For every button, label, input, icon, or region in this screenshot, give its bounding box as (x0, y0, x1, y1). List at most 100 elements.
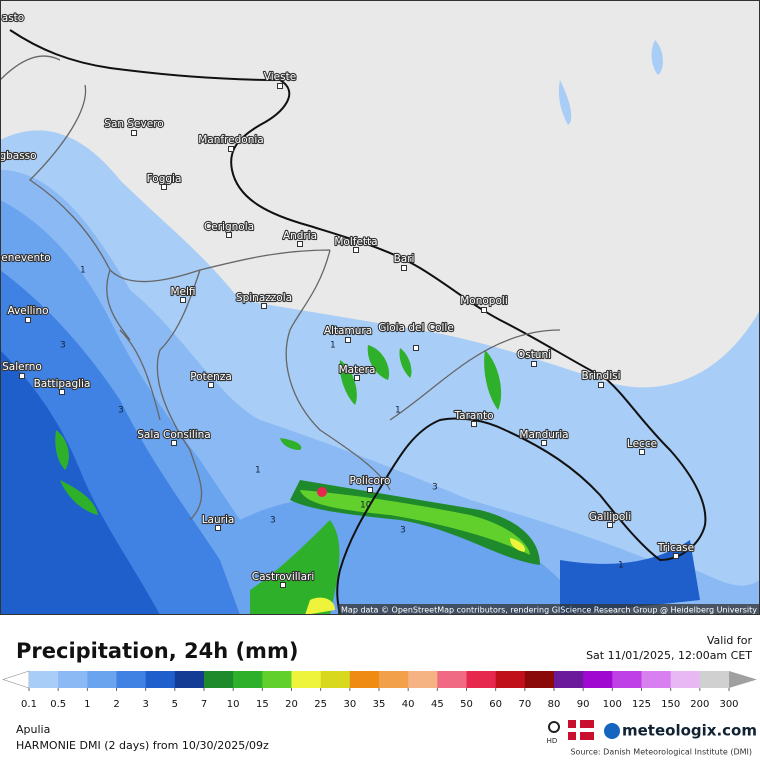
colorbar-label: 3 (142, 699, 148, 710)
colorbar-label: 60 (489, 699, 502, 710)
city-marker (401, 265, 407, 271)
city-marker (481, 307, 487, 313)
colorbar-label: 35 (373, 699, 386, 710)
city-label: Andria (283, 230, 317, 242)
source: Source: Danish Meteorological Institute … (570, 748, 752, 757)
valid-label: Valid for (707, 634, 753, 647)
city-marker (607, 522, 613, 528)
city-marker (345, 337, 351, 343)
city-marker (598, 382, 604, 388)
city-marker (277, 83, 283, 89)
city-marker (226, 232, 232, 238)
contour-label: 1 (330, 341, 336, 351)
region: Apulia (16, 723, 50, 736)
city-label: Policoro (350, 475, 391, 487)
city-label: Brindisi (581, 370, 620, 382)
colorbar-swatch (233, 671, 263, 688)
city-label: Sala Consilina (137, 429, 211, 441)
colorbar-label: 90 (577, 699, 590, 710)
contour-label: 10 (360, 501, 372, 511)
brand: meteologix.com (622, 722, 757, 740)
colorbar-swatch (408, 671, 438, 688)
city-marker (531, 361, 537, 367)
city-label: Monopoli (460, 295, 508, 307)
colorbar-swatch (204, 671, 234, 688)
colorbar-swatch (437, 671, 467, 688)
city-label: Manduria (519, 429, 568, 441)
colorbar-swatch (699, 671, 730, 688)
attribution: Map data © OpenStreetMap contributors, r… (341, 606, 757, 615)
city-marker (131, 130, 137, 136)
colorbar-label: 0.1 (21, 699, 37, 710)
city-label: Potenza (190, 371, 232, 383)
city-label: Gallipoli (589, 511, 631, 523)
contour-label: 3 (60, 341, 66, 351)
colorbar-swatch (262, 671, 292, 688)
city-marker (59, 389, 65, 395)
contour-label: 3 (400, 526, 406, 536)
city-marker (228, 146, 234, 152)
city-label: Battipaglia (34, 378, 91, 390)
city-marker (673, 553, 679, 559)
colorbar-swatch (320, 671, 351, 688)
colorbar-swatch (641, 671, 672, 688)
colorbar-swatch (583, 671, 613, 688)
valid-time: Sat 11/01/2025, 12:00am CET (586, 649, 752, 662)
city-label: asto (2, 12, 24, 24)
colorbar-swatch (29, 671, 59, 688)
city-marker (639, 449, 645, 455)
city-marker (413, 345, 419, 351)
city-marker (280, 582, 286, 588)
colorbar-above (729, 671, 757, 688)
colorbar-swatch (174, 671, 205, 688)
chart-title: Precipitation, 24h (mm) (16, 639, 298, 663)
brand-logo (604, 723, 620, 739)
colorbar-label: 100 (603, 699, 622, 710)
city-label: Melfi (170, 286, 195, 298)
city-label: Gioia del Colle (378, 322, 454, 334)
contour-label: 3 (270, 516, 276, 526)
city-label: San Severo (104, 118, 163, 130)
city-label: Spinazzola (236, 292, 292, 304)
city-label: gbasso (0, 150, 37, 162)
city-marker (19, 373, 25, 379)
colorbar-swatch (379, 671, 409, 688)
attribution-band (338, 604, 760, 615)
colorbar-label: 10 (227, 699, 240, 710)
colorbar-label: 0.5 (50, 699, 66, 710)
colorbar-swatch (291, 671, 322, 688)
colorbar-swatch (87, 671, 117, 688)
colorbar-swatch (466, 671, 497, 688)
borders (0, 55, 561, 521)
city-marker (261, 303, 267, 309)
colorbar-swatch (670, 671, 701, 688)
colorbar-label: 2 (113, 699, 119, 710)
city-label: Cerignola (204, 221, 254, 233)
city-marker (353, 247, 359, 253)
city-label: Taranto (453, 410, 493, 422)
city-label: Avellino (7, 305, 48, 317)
colorbar-label: 150 (661, 699, 680, 710)
city-label: Altamura (324, 325, 372, 337)
city-label: Manfredonia (198, 134, 264, 146)
city-marker (161, 184, 167, 190)
colorbar-swatch (524, 671, 555, 688)
city-marker (171, 440, 177, 446)
city-label: Matera (339, 364, 376, 376)
city-label: Lecce (627, 438, 657, 450)
colorbar-label: 50 (460, 699, 473, 710)
colorbar-label: 25 (314, 699, 327, 710)
hd-icon (548, 721, 560, 733)
contour-label: 3 (118, 406, 124, 416)
hd-label: HD (547, 737, 558, 745)
contour-label: 1 (395, 406, 401, 416)
colorbar-below (2, 670, 30, 689)
city-label: enevento (1, 252, 50, 264)
colorbar-swatch (349, 671, 380, 688)
colorbar-label: 70 (518, 699, 531, 710)
colorbar-swatch (58, 671, 88, 688)
colorbar-label: 45 (431, 699, 444, 710)
map: asto Vieste San Severo Manfredonia Foggia gba… (0, 0, 760, 615)
city-marker (180, 297, 186, 303)
